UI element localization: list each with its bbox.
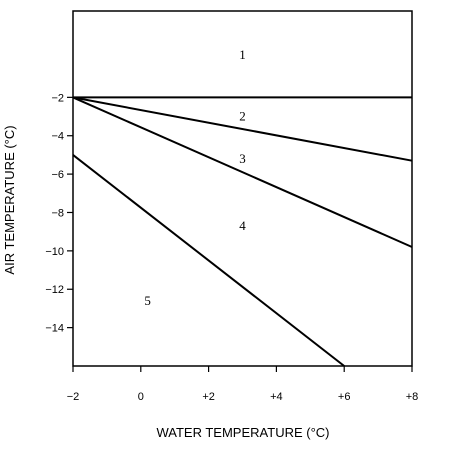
y-tick-label-6: −14 — [45, 323, 64, 335]
plot-frame — [72, 10, 413, 367]
x-tick-label-4: +6 — [338, 391, 351, 403]
y-tick-label-4: −10 — [45, 246, 64, 258]
series-layer — [72, 96, 413, 367]
region-labels: 1 2 3 4 5 — [144, 47, 246, 308]
y-axis: −2 −4 −6 −8 −10 −12 −14 — [45, 92, 73, 335]
x-tick-label-0: −2 — [67, 391, 80, 403]
region-label-2: 2 — [239, 109, 246, 124]
x-tick-label-3: +4 — [270, 391, 283, 403]
y-tick-label-0: −2 — [51, 92, 64, 104]
boundary-line-2 — [72, 96, 413, 162]
x-axis-title: WATER TEMPERATURE (°C) — [157, 425, 330, 440]
x-axis: −2 0 +2 +4 +6 +8 — [67, 366, 419, 403]
y-tick-label-3: −8 — [51, 207, 64, 219]
x-tick-label-2: +2 — [202, 391, 215, 403]
region-label-5: 5 — [144, 293, 151, 308]
region-label-3: 3 — [239, 151, 246, 166]
y-tick-label-1: −4 — [51, 131, 64, 143]
y-tick-label-5: −12 — [45, 284, 64, 296]
boundary-line-4 — [72, 154, 345, 367]
region-label-1: 1 — [239, 47, 246, 62]
x-tick-label-5: +8 — [406, 391, 419, 403]
boundary-line-3 — [72, 96, 413, 248]
x-tick-label-1: 0 — [138, 391, 144, 403]
y-axis-title: AIR TEMPERATURE (°C) — [2, 125, 17, 274]
y-tick-label-2: −6 — [51, 169, 64, 181]
region-label-4: 4 — [239, 218, 246, 233]
